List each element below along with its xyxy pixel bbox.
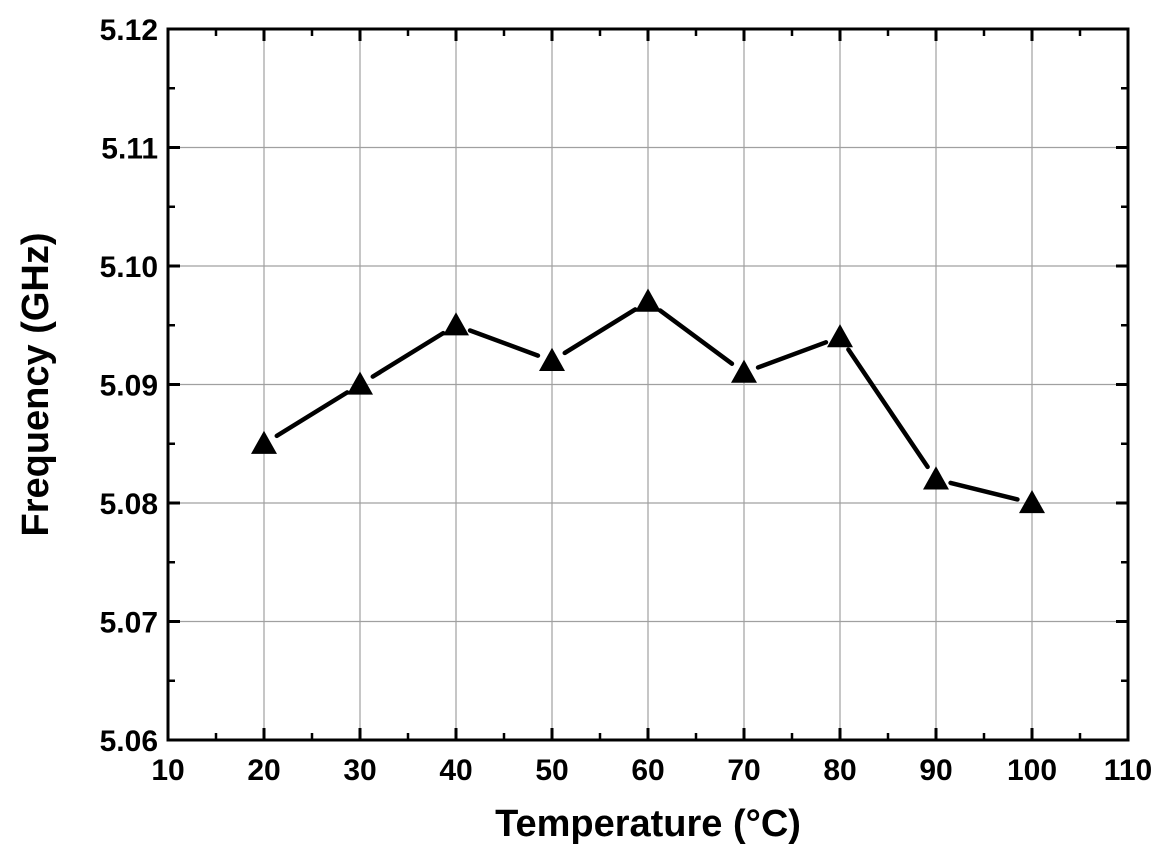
data-point-marker	[1019, 490, 1045, 514]
series-line-segment	[274, 390, 350, 439]
series-line-segment	[657, 308, 735, 366]
x-tick-label: 70	[727, 754, 760, 787]
x-tick-label: 10	[151, 754, 184, 787]
y-tick-label: 5.09	[100, 370, 158, 403]
grid-lines	[168, 29, 1128, 740]
x-tick-labels: 10 20 30 40 50 60 70 80 90 100 110	[151, 754, 1152, 787]
series-line-segment	[562, 307, 638, 356]
x-tick-label: 60	[631, 754, 664, 787]
series-line-segment	[370, 330, 446, 379]
x-tick-label: 20	[247, 754, 280, 787]
data-point-marker	[347, 371, 373, 395]
x-tick-label: 100	[1007, 754, 1057, 787]
minor-ticks	[168, 29, 1128, 740]
data-point-marker	[731, 359, 757, 383]
data-point-marker	[923, 466, 949, 490]
data-point-marker	[635, 288, 661, 312]
x-tick-label: 40	[439, 754, 472, 787]
y-tick-labels: 5.06 5.07 5.08 5.09 5.10 5.11 5.12	[100, 14, 158, 758]
y-tick-label: 5.08	[100, 488, 158, 521]
data-point-marker	[827, 324, 853, 348]
series-line-segment	[467, 328, 541, 358]
x-tick-label: 30	[343, 754, 376, 787]
x-tick-label: 50	[535, 754, 568, 787]
x-tick-label: 90	[919, 754, 952, 787]
data-point-marker	[443, 312, 469, 336]
series-line-segment	[948, 480, 1020, 502]
x-axis-title: Temperature (°C)	[495, 803, 801, 845]
data-point-marker	[251, 430, 277, 454]
data-series	[251, 288, 1045, 514]
x-tick-label: 110	[1104, 754, 1152, 787]
x-tick-label: 80	[823, 754, 856, 787]
y-tick-label: 5.06	[100, 725, 158, 758]
series-line-segment	[846, 347, 930, 470]
y-tick-label: 5.07	[100, 607, 158, 640]
data-point-marker	[539, 347, 565, 371]
y-axis-title: Frequency (GHz)	[15, 232, 57, 536]
plot-frame	[166, 27, 1130, 742]
y-tick-label: 5.12	[100, 14, 158, 47]
series-line-segment	[755, 340, 829, 370]
y-tick-label: 5.11	[101, 133, 158, 166]
y-tick-label: 5.10	[100, 251, 158, 284]
